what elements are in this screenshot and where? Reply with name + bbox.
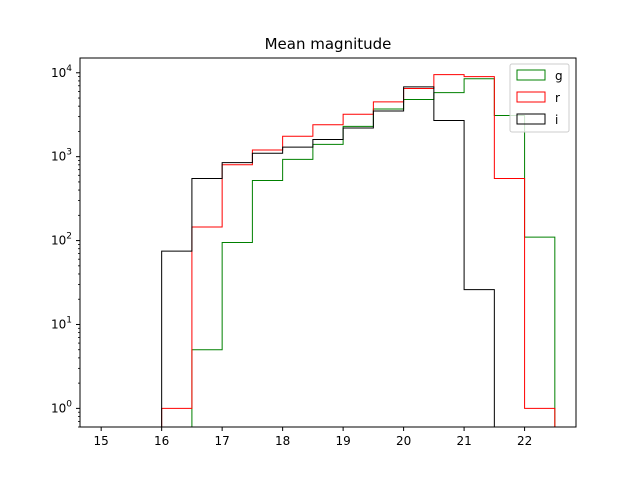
y-tick-exponent: 1 — [66, 315, 72, 325]
y-tick-base: 10 — [51, 234, 66, 248]
y-tick-base: 10 — [51, 150, 66, 164]
x-axis: 15 16 17 18 19 20 21 22 — [94, 427, 532, 448]
chart-title: Mean magnitude — [265, 35, 392, 53]
y-tick-exponent: 2 — [66, 232, 72, 242]
legend-swatch-r — [516, 91, 546, 103]
y-tick-base: 10 — [51, 317, 66, 331]
histogram-steps-layer — [161, 74, 556, 427]
x-tick-label: 20 — [396, 434, 411, 448]
x-tick-label: 18 — [275, 434, 290, 448]
y-tick-base: 10 — [51, 401, 66, 415]
legend-label-i: i — [555, 113, 558, 127]
y-tick-label: 103 — [51, 148, 72, 164]
legend-swatch-g — [516, 69, 546, 81]
x-tick-label: 16 — [154, 434, 169, 448]
y-tick-label: 104 — [51, 64, 72, 80]
x-tick-label: 15 — [94, 434, 109, 448]
plot-area — [79, 57, 577, 428]
legend-label-g: g — [555, 69, 563, 83]
x-tick-label: 17 — [215, 434, 230, 448]
y-tick-label: 100 — [51, 399, 72, 415]
histogram-series-r — [161, 74, 556, 427]
legend-label-r: r — [555, 91, 560, 105]
y-tick-exponent: 4 — [66, 64, 72, 74]
y-tick-exponent: 0 — [66, 399, 72, 409]
x-tick-label: 22 — [517, 434, 532, 448]
legend-swatch-i — [516, 113, 546, 125]
legend: gri — [509, 63, 570, 133]
legend-box — [509, 63, 570, 133]
y-tick-exponent: 3 — [66, 148, 72, 158]
x-tick-label: 19 — [335, 434, 350, 448]
y-tick-base: 10 — [51, 66, 66, 80]
plot-frame — [79, 57, 577, 428]
histogram-series-i — [161, 86, 495, 427]
y-tick-label: 101 — [51, 315, 72, 331]
y-tick-label: 102 — [51, 232, 72, 248]
x-tick-label: 21 — [456, 434, 471, 448]
